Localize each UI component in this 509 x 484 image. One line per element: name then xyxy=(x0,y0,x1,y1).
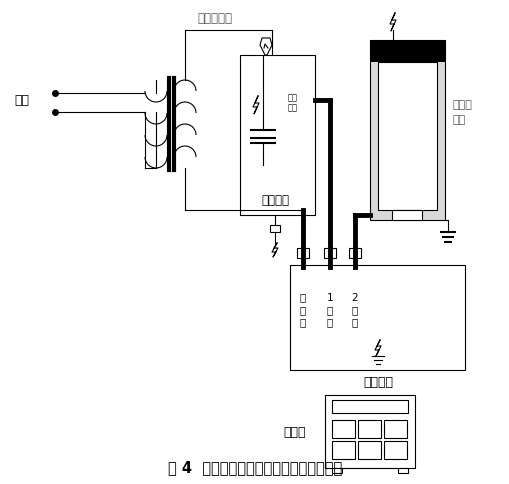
Bar xyxy=(383,420,406,438)
Bar xyxy=(331,420,354,438)
Bar xyxy=(331,468,342,473)
Bar xyxy=(391,210,421,220)
Bar xyxy=(397,468,407,473)
Text: 高压: 高压 xyxy=(452,115,465,125)
Bar xyxy=(348,248,360,258)
Text: 屏蔽环: 屏蔽环 xyxy=(452,100,472,110)
Text: 测量单元: 测量单元 xyxy=(362,377,392,390)
Bar xyxy=(369,40,444,220)
Bar xyxy=(296,248,308,258)
Text: 2
通
道: 2 通 道 xyxy=(351,293,358,327)
Text: 图 4  反接法测量绝缘介质损耗因数接线图: 图 4 反接法测量绝缘介质损耗因数接线图 xyxy=(167,460,342,475)
Text: 升压变压器: 升压变压器 xyxy=(197,12,232,25)
Bar xyxy=(240,55,315,215)
Bar xyxy=(323,248,335,258)
Bar xyxy=(290,265,464,370)
Bar xyxy=(357,420,380,438)
Bar xyxy=(369,40,444,62)
Bar xyxy=(331,441,354,459)
Text: 信外
号壳: 信外 号壳 xyxy=(288,93,297,113)
Text: 公
共
端: 公 共 端 xyxy=(299,293,305,327)
Bar xyxy=(377,62,436,210)
Text: 接收器: 接收器 xyxy=(283,425,305,439)
Bar xyxy=(331,400,407,413)
Text: 1
通
道: 1 通 道 xyxy=(326,293,333,327)
Bar xyxy=(383,441,406,459)
Bar xyxy=(269,225,279,232)
Text: 输入: 输入 xyxy=(14,93,29,106)
Text: 标准电容: 标准电容 xyxy=(261,194,289,207)
Bar xyxy=(324,395,414,468)
Bar xyxy=(357,441,380,459)
